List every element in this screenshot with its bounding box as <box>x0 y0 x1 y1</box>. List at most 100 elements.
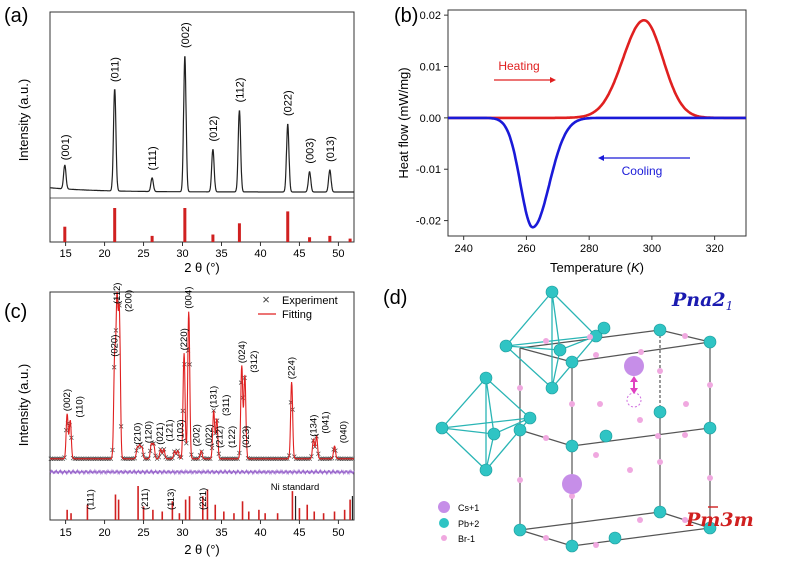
y-axis-label-b: Heat flow (mW/mg) <box>396 67 411 178</box>
peak-label-c: (021) <box>155 423 166 445</box>
peak-label-a: (112) <box>234 78 246 103</box>
top-cell-top-face <box>519 329 711 363</box>
x-tick-label-a: 15 <box>59 248 71 260</box>
br-atom <box>569 493 575 499</box>
pb-atom <box>513 523 527 537</box>
cooling-annotation: Cooling <box>622 164 663 178</box>
phase-label-top: Pna21 <box>671 289 733 313</box>
peak-label-c: (112) <box>112 283 123 304</box>
pb-atom <box>565 355 579 369</box>
heating-arrow-head <box>550 77 556 83</box>
x-tick-label-c: 45 <box>293 527 305 539</box>
peak-label-c: (041) <box>321 411 332 433</box>
pb-atom <box>545 381 559 395</box>
peak-label-c: (023) <box>241 426 252 448</box>
cooling-curve <box>448 116 746 229</box>
legend-pb-swatch <box>439 518 449 528</box>
plot-frame-a <box>49 11 355 243</box>
peak-label-a: (001) <box>60 135 72 161</box>
peak-labels-c: (002) (110) (020) (112) (200) (210) (120) (021)… <box>62 283 349 448</box>
x-tick-label-b: 280 <box>580 243 598 255</box>
peak-label-c: (311) <box>221 395 232 416</box>
legend-experiment-marker: × <box>262 292 270 307</box>
x-tick-label-c: 50 <box>332 527 344 539</box>
br-atom <box>543 435 549 441</box>
pb-atom <box>597 321 611 335</box>
peak-label-a: (003) <box>305 138 317 164</box>
legend-cs-swatch <box>438 501 450 513</box>
cs-atom-upper <box>624 356 644 376</box>
pb-atom <box>487 427 501 441</box>
axis-ticks-b: 240 260 280 300 320 -0.02 -0.01 0.00 0.01 0.02 <box>416 10 724 255</box>
peak-label-c: (210) <box>132 423 143 445</box>
legend-experiment-label: Experiment <box>282 295 338 307</box>
x-tick-label-c: 15 <box>59 527 71 539</box>
legend-fitting-label: Fitting <box>282 309 312 321</box>
x-tick-label-b: 240 <box>455 243 473 255</box>
peak-label-a: (002) <box>180 22 192 48</box>
panel-label-a: (a) <box>4 5 28 27</box>
atom-legend: Cs+1 Pb+2 Br-1 <box>438 501 479 544</box>
bottom-cell-sides <box>519 428 711 547</box>
pb-atom <box>565 439 579 453</box>
bottom-peak-label-c: (111) <box>86 489 97 510</box>
bottom-peak-label-c: (221) <box>198 488 209 510</box>
br-atom <box>637 517 643 523</box>
peak-label-c: (212) <box>215 426 226 448</box>
legend-c: × Experiment Fitting <box>258 292 338 321</box>
bottom-labels-c: (111) (211) (113) (221) Ni standard <box>86 482 320 510</box>
peak-label-c: (120) <box>144 421 155 443</box>
pb-atom <box>435 421 449 435</box>
legend-br-label: Br-1 <box>458 534 475 544</box>
peak-label-c: (131) <box>209 386 220 408</box>
xrd-pattern-line <box>50 56 354 193</box>
x-tick-label-c: 40 <box>254 527 266 539</box>
pb-atom <box>599 429 613 443</box>
cooling-arrow-head <box>598 155 604 161</box>
peak-label-c: (122) <box>227 426 238 448</box>
y-tick-label-b: 0.00 <box>420 113 441 125</box>
br-atom <box>587 334 593 340</box>
phase-label-bottom: Pm3m <box>685 509 754 531</box>
x-tick-label-a: 25 <box>137 248 149 260</box>
legend-cs-label: Cs+1 <box>458 503 479 513</box>
bottom-peak-label-c: (211) <box>140 489 151 510</box>
br-atom <box>638 349 644 355</box>
ni-standard-label: Ni standard <box>271 482 320 493</box>
heating-curve <box>448 19 746 120</box>
pb-atoms <box>435 285 717 553</box>
peak-label-c: (002) <box>62 389 73 411</box>
br-atom <box>682 517 688 523</box>
fitting-curve <box>50 291 354 460</box>
difference-curve <box>49 468 355 476</box>
pb-atom <box>703 421 717 435</box>
pb-atom <box>653 323 667 337</box>
pb-atom <box>653 405 667 419</box>
pb-atom <box>553 343 567 357</box>
br-atom <box>543 535 549 541</box>
heating-annotation: Heating <box>498 59 539 73</box>
panel-c-rietveld: (c) (002) (110)(020)(112) (200)(210) (120)(… <box>4 283 355 557</box>
peak-label-c: (110) <box>74 396 85 417</box>
br-atom <box>627 467 633 473</box>
bottom-cell-back-bottom <box>519 511 661 531</box>
br-atom <box>707 475 713 481</box>
br-atom <box>517 477 523 483</box>
x-ticks-a: 15 20 25 30 35 40 45 50 <box>59 242 345 260</box>
peak-label-c: (020) <box>110 335 121 357</box>
peak-label-c: (312) <box>249 351 260 373</box>
br-atom <box>637 417 643 423</box>
pb-atom <box>608 531 622 545</box>
pb-atom <box>523 411 537 425</box>
x-tick-label-c: 20 <box>98 527 110 539</box>
peak-label-c: (040) <box>339 421 350 443</box>
br-atoms <box>517 333 713 548</box>
br-atom <box>657 459 663 465</box>
br-atom <box>593 542 599 548</box>
x-tick-label-a: 45 <box>293 248 305 260</box>
panel-label-c: (c) <box>4 301 27 323</box>
cs-atom-displaced <box>626 392 642 408</box>
y-tick-label-b: 0.02 <box>420 10 441 22</box>
panel-b-dsc: (b) 240 260 280 300 320 -0.02 -0.01 0.00 0.01 0.0… <box>394 5 747 275</box>
